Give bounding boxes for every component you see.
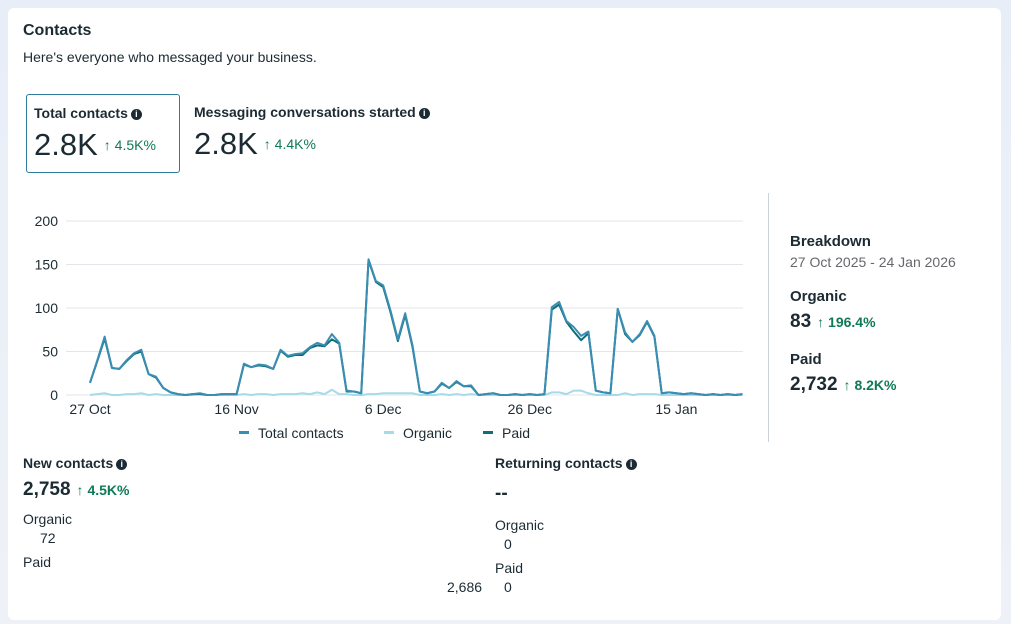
breakdown-range: 27 Oct 2025 - 24 Jan 2026 <box>790 254 956 270</box>
paid-value: 2,732 <box>790 374 838 395</box>
legend-swatch-paid <box>483 431 493 434</box>
returning-paid-value: 0 <box>504 579 512 595</box>
info-icon[interactable]: i <box>130 109 142 120</box>
new-contacts-change-value: 4.5K% <box>87 482 130 498</box>
y-tick-label: 100 <box>35 300 59 316</box>
returning-organic-label: Organic <box>495 517 545 533</box>
new-paid-value: 2,686 <box>447 579 483 595</box>
organic-label: Organic <box>790 288 847 305</box>
contacts-card: Contacts Here's everyone who messaged yo… <box>8 8 1001 620</box>
organic-change-value: 196.4% <box>828 314 876 330</box>
new-contacts-section: New contacts i 2,758 ↑ 4.5K% Organic 72 Pa… <box>23 455 129 570</box>
returning-contacts-section: Returning contacts i -- Organic 0 Paid 0 <box>495 455 637 595</box>
kpi-change: ↑ 4.4K% <box>263 136 316 152</box>
returning-paid-label: Paid <box>495 560 524 576</box>
kpi-value: 2.8K <box>194 126 258 161</box>
kpi-change-value: 4.5K% <box>114 137 156 153</box>
new-organic-label: Organic <box>23 511 73 527</box>
kpi-label: Messaging conversations started <box>194 104 416 120</box>
page-title: Contacts <box>23 22 92 39</box>
y-tick-label: 0 <box>50 387 58 403</box>
kpi-label: Total contacts <box>34 105 128 121</box>
y-tick-label: 50 <box>42 344 58 360</box>
kpi-value: 2.8K <box>34 127 98 162</box>
returning-organic-value: 0 <box>504 536 512 552</box>
new-organic-value: 72 <box>40 530 56 546</box>
kpi-change: ↑ 4.5K% <box>103 137 156 153</box>
organic-value: 83 <box>790 311 812 332</box>
info-icon[interactable]: i <box>116 459 128 470</box>
kpi-conversations-started[interactable]: Messaging conversations started i 2.8K ↑ 4… <box>187 94 457 173</box>
new-contacts-value: 2,758 <box>23 479 71 500</box>
kpi-total-contacts[interactable]: Total contacts i 2.8K ↑ 4.5K% <box>26 94 180 173</box>
breakdown-title: Breakdown <box>790 233 871 250</box>
breakdown-panel: Breakdown 27 Oct 2025 - 24 Jan 2026 Orga… <box>790 233 990 396</box>
kpi-change-value: 4.4K% <box>274 136 316 152</box>
x-tick-label: 27 Oct <box>69 401 110 417</box>
legend-organic: Organic <box>403 425 452 441</box>
new-contacts-label: New contacts <box>23 455 114 471</box>
returning-contacts-label: Returning contacts <box>495 455 623 471</box>
legend-paid: Paid <box>502 425 530 441</box>
paid-change: ↑ 8.2K% <box>843 377 897 393</box>
series-line-total-contacts <box>89 258 743 396</box>
paid-change-value: 8.2K% <box>854 377 897 393</box>
x-tick-label: 26 Dec <box>508 401 552 417</box>
x-tick-label: 6 Dec <box>365 401 402 417</box>
returning-contacts-value: -- <box>495 483 508 504</box>
y-tick-label: 150 <box>35 257 59 273</box>
legend-swatch-total <box>239 431 249 434</box>
x-tick-label: 15 Jan <box>655 401 697 417</box>
info-icon[interactable]: i <box>418 108 430 119</box>
organic-change: ↑ 196.4% <box>817 314 876 330</box>
page-subtitle: Here's everyone who messaged your busine… <box>23 49 317 65</box>
legend-swatch-organic <box>384 431 394 434</box>
x-tick-label: 16 Nov <box>214 401 258 417</box>
paid-label: Paid <box>790 351 822 368</box>
y-tick-label: 200 <box>35 213 59 229</box>
legend-total: Total contacts <box>258 425 344 441</box>
info-icon[interactable]: i <box>625 459 637 470</box>
new-contacts-change: ↑ 4.5K% <box>76 482 130 498</box>
new-paid-label: Paid <box>23 554 52 570</box>
contacts-line-chart: 0 50 100 150 200 27 Oct 16 Nov 6 Dec 26 Dec 15 Ja… <box>35 213 743 441</box>
divider <box>768 193 769 442</box>
chart-legend: Total contacts Organic Paid <box>239 425 530 441</box>
